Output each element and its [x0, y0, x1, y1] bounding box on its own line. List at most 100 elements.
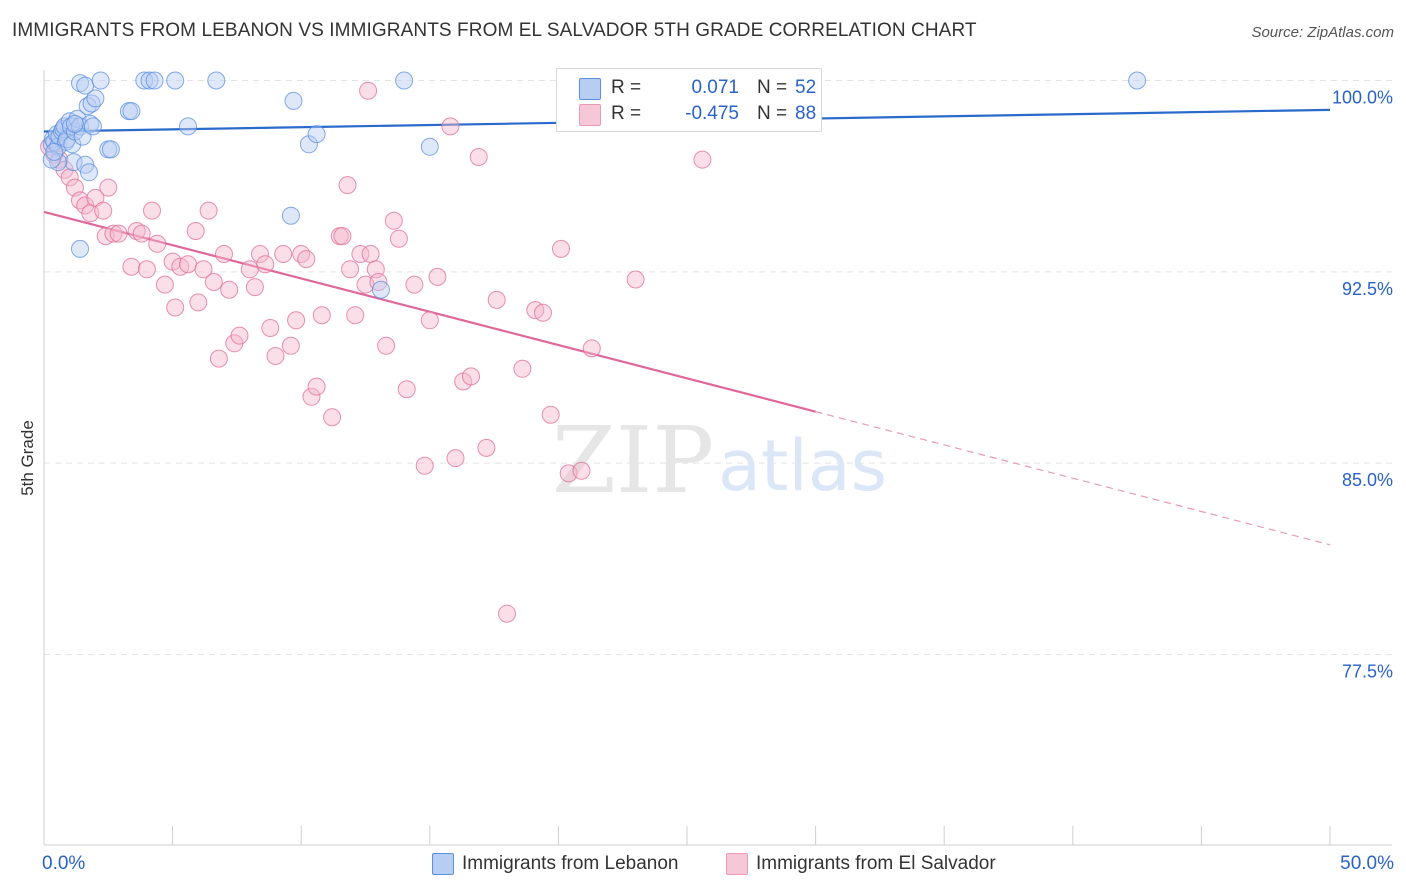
bottom-legend-swatch-el-salvador: [726, 853, 748, 875]
axes: [43, 70, 1392, 846]
y-tick-label-2: 85.0%: [1342, 470, 1393, 490]
point-1-82: [572, 461, 591, 480]
point-0-25: [86, 89, 105, 108]
point-1-23: [166, 298, 185, 317]
point-1-41: [266, 347, 285, 365]
point-1-72: [469, 148, 488, 166]
point-1-74: [487, 290, 506, 309]
legend-r-value-lebanon: 0.071: [691, 77, 739, 98]
point-1-36: [240, 260, 259, 279]
watermark-zip: ZIP: [552, 407, 714, 514]
bottom-legend-swatch-lebanon: [432, 853, 454, 875]
point-1-48: [307, 377, 326, 396]
point-1-61: [384, 211, 403, 230]
point-1-32: [215, 245, 233, 263]
point-1-63: [397, 380, 416, 399]
point-0-30: [76, 76, 95, 95]
point-0-36: [135, 71, 154, 90]
series-1: [40, 81, 712, 623]
point-0-44: [307, 125, 326, 144]
point-1-78: [534, 303, 552, 322]
chart-source: Source: ZipAtlas.com: [1251, 24, 1394, 41]
point-1-35: [230, 326, 249, 345]
point-1-67: [428, 267, 447, 286]
point-1-42: [274, 245, 293, 263]
legend-n-label: N =: [757, 77, 788, 98]
legend-r-value-el-salvador: -0.475: [685, 103, 739, 124]
y-tick-label-1: 92.5%: [1342, 279, 1393, 299]
point-1-53: [341, 260, 360, 279]
point-1-83: [582, 339, 601, 358]
x-tick-label-min: 0.0%: [42, 853, 86, 874]
legend-r-label: R =: [611, 103, 642, 124]
point-1-73: [477, 438, 496, 457]
point-1-55: [351, 245, 370, 263]
point-1-64: [405, 275, 424, 294]
point-1-16: [127, 222, 146, 240]
point-0-37: [140, 71, 159, 90]
point-1-4: [60, 168, 79, 187]
point-0-14: [64, 153, 83, 172]
point-0-22: [81, 114, 100, 133]
point-1-39: [256, 255, 275, 274]
point-1-85: [338, 176, 357, 195]
point-0-45: [281, 206, 300, 225]
point-0-31: [91, 71, 110, 90]
gridlines: [44, 80, 1392, 655]
point-1-62: [389, 229, 408, 248]
point-1-43: [281, 336, 300, 355]
point-1-25: [179, 255, 197, 274]
point-1-54: [346, 306, 365, 325]
legend-r-label: R =: [611, 77, 642, 98]
point-0-51: [65, 114, 84, 133]
point-0-29: [71, 74, 89, 93]
point-1-65: [415, 456, 434, 475]
point-1-13: [104, 224, 123, 243]
point-0-47: [420, 137, 439, 156]
point-1-68: [441, 117, 460, 136]
point-1-60: [377, 336, 396, 355]
watermark-atlas: atlas: [718, 425, 887, 507]
point-1-84: [626, 270, 645, 289]
y-tick-label-0: 100.0%: [1332, 88, 1393, 108]
point-1-6: [71, 191, 89, 210]
point-1-47: [302, 387, 321, 406]
point-1-30: [204, 273, 223, 291]
point-0-28: [45, 142, 64, 161]
y-tick-label-3: 77.5%: [1342, 662, 1393, 682]
point-1-57: [361, 245, 380, 263]
point-1-31: [209, 349, 228, 368]
point-1-11: [99, 178, 118, 197]
point-0-43: [299, 135, 318, 154]
point-1-76: [513, 359, 532, 378]
point-1-17: [132, 224, 151, 243]
point-1-40: [261, 319, 280, 337]
point-1-66: [420, 311, 439, 330]
point-1-79: [541, 405, 560, 424]
point-1-27: [189, 293, 208, 312]
point-1-29: [199, 201, 218, 220]
trendline-dashed-1: [815, 411, 1331, 546]
point-1-33: [220, 280, 239, 299]
point-0-24: [83, 117, 102, 136]
point-1-75: [498, 604, 516, 623]
point-1-86: [359, 81, 378, 100]
point-1-15: [122, 257, 141, 276]
point-0-40: [179, 117, 197, 136]
data-points: [40, 71, 1147, 623]
point-1-69: [446, 449, 465, 468]
point-1-52: [333, 227, 352, 246]
point-1-49: [312, 306, 331, 325]
point-1-26: [186, 222, 205, 240]
bottom-legend-label-lebanon: Immigrants from Lebanon: [462, 853, 679, 874]
x-tick-label-max: 50.0%: [1340, 853, 1394, 874]
point-0-17: [71, 117, 89, 136]
point-1-45: [292, 245, 311, 263]
point-0-38: [145, 71, 164, 90]
point-0-42: [284, 91, 303, 110]
point-1-28: [194, 260, 213, 279]
point-1-20: [148, 234, 167, 253]
point-0-33: [101, 140, 120, 159]
point-1-80: [552, 239, 570, 258]
